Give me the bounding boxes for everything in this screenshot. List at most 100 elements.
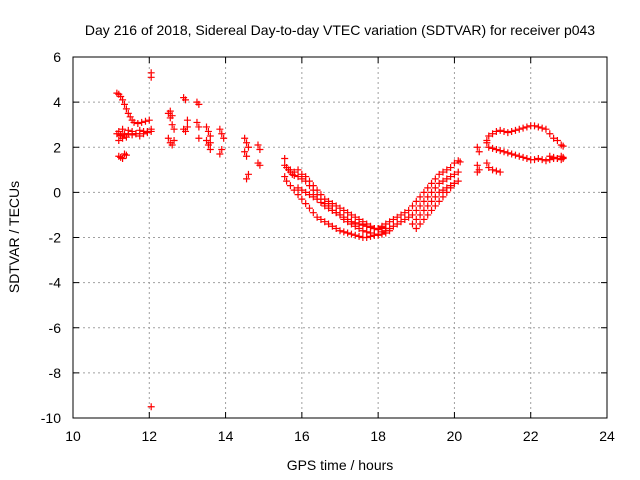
data-point [115,136,123,144]
data-point [386,224,394,232]
data-point [243,152,251,160]
data-point [119,96,127,104]
data-point [332,224,340,232]
data-point [141,117,149,125]
data-point [483,159,491,167]
data-point [317,215,325,223]
data-point [298,195,306,203]
data-point [504,129,512,137]
y-tick-label: 0 [53,184,61,200]
data-point [439,186,447,194]
y-tick-label: 6 [53,49,61,65]
data-point [378,222,386,230]
data-point [408,202,416,210]
data-point [443,166,451,174]
data-point [367,232,375,240]
data-point [553,136,561,144]
data-point [122,105,130,113]
data-point [450,170,458,178]
data-point [431,175,439,183]
data-point [386,218,394,226]
x-tick-label: 14 [218,428,234,444]
chart-title: Day 216 of 2018, Sidereal Day-to-day VTE… [85,22,595,38]
data-point [147,73,155,81]
x-tick-label: 18 [370,428,386,444]
data-point [193,118,201,126]
data-point [355,232,363,240]
data-point [397,218,405,226]
data-point [416,220,424,228]
data-point [182,127,190,135]
data-point [351,231,359,239]
grid-lines [73,57,607,418]
data-point [305,191,313,199]
x-tick-label: 10 [65,428,81,444]
data-point [439,193,447,201]
y-tick-label: 4 [53,94,61,110]
data-point [435,179,443,187]
data-point [382,220,390,228]
data-point [309,209,317,217]
data-point [332,209,340,217]
data-point [412,215,420,223]
data-point [485,164,493,172]
data-point [496,147,504,155]
data-point [439,177,447,185]
y-tick-label: 2 [53,139,61,155]
data-point [389,215,397,223]
data-point [294,184,302,192]
data-point [553,155,561,163]
data-point [243,139,251,147]
data-point [363,222,371,230]
data-point [195,134,203,142]
data-point [325,204,333,212]
data-point [485,132,493,140]
y-tick-label: -8 [49,365,62,381]
data-point [283,177,291,185]
data-point [420,206,428,214]
data-point [538,124,546,132]
data-point [496,126,504,134]
data-point [416,202,424,210]
data-point [367,223,375,231]
data-point [489,166,497,174]
data-point [328,206,336,214]
data-point [281,155,289,163]
data-point [344,215,352,223]
data-point [321,218,329,226]
data-point [332,202,340,210]
data-point [241,134,249,142]
data-point [538,156,546,164]
data-point [483,139,491,147]
data-point [321,195,329,203]
data-point [302,188,310,196]
data-point [435,197,443,205]
data-point [336,227,344,235]
data-point [363,234,371,241]
data-point [220,134,228,142]
data-point [531,122,539,130]
data-point [183,116,191,124]
data-point [138,118,146,126]
data-point [408,220,416,228]
data-point [550,134,558,142]
data-point [431,202,439,210]
data-point [336,204,344,212]
data-point [347,218,355,226]
data-point [290,186,298,194]
data-point [450,159,458,167]
data-point [206,139,214,147]
data-point [435,170,443,178]
y-tick-label: -6 [49,320,62,336]
data-point [393,213,401,221]
data-point [401,215,409,223]
data-point [351,219,359,227]
data-point [313,213,321,221]
data-point [492,127,500,135]
data-point [420,215,428,223]
data-point [305,204,313,212]
x-tick-label: 24 [599,428,615,444]
data-point [134,120,142,128]
data-point [559,142,567,150]
x-axis-ticks: 10 12 14 16 18 20 22 24 [65,57,615,444]
